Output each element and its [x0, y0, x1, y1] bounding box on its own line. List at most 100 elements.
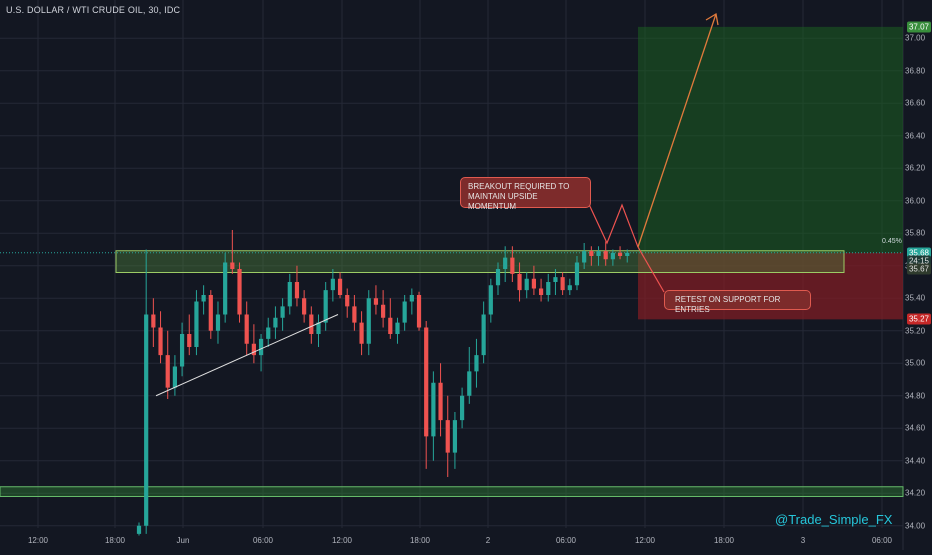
x-tick-label: 12:00	[634, 536, 656, 545]
x-tick-label: Jun	[176, 536, 190, 545]
candle-body	[495, 269, 501, 286]
x-tick-label: 12:00	[331, 536, 353, 545]
candle-body	[460, 395, 465, 421]
support-zone-lower	[0, 486, 904, 497]
price-tag-target: 37.07	[906, 21, 931, 33]
y-tick-label: 35.40	[905, 293, 926, 303]
candle-body	[438, 382, 443, 421]
y-tick-label: 35.80	[905, 228, 926, 238]
chart-title: U.S. DOLLAR / WTI CRUDE OIL, 30, IDC	[6, 5, 181, 15]
candle-body	[517, 273, 522, 291]
candle-body	[280, 306, 285, 318]
x-tick-label: 06:00	[871, 536, 893, 545]
watermark: @Trade_Simple_FX	[775, 512, 893, 527]
y-tick-label: 36.60	[905, 98, 926, 108]
x-tick-label: 3	[800, 536, 806, 545]
candle-body	[589, 251, 594, 256]
candle-body	[503, 257, 508, 269]
candle-body	[215, 314, 221, 331]
candle-body	[574, 262, 580, 286]
candle-body	[244, 314, 249, 344]
candle-body	[546, 282, 551, 295]
target-zone	[638, 26, 903, 253]
price-axis[interactable]: 37.0036.8036.6036.4036.2036.0035.8035.60…	[903, 0, 932, 550]
y-tick-label: 36.80	[905, 66, 926, 76]
zigzag-path	[586, 199, 639, 248]
x-tick-label: 18:00	[409, 536, 431, 545]
breakout-annotation-line-2: MAINTAIN UPSIDE MOMENTUM	[468, 192, 538, 211]
candle-body	[582, 251, 587, 263]
candle-body	[273, 317, 278, 328]
candle-body	[237, 269, 242, 315]
candle-body	[531, 278, 536, 289]
candle-body	[359, 322, 364, 344]
y-tick-label: 34.80	[905, 391, 926, 401]
y-tick-label: 37.00	[905, 33, 926, 43]
x-tick-label: 2	[485, 536, 491, 545]
projection-arrowhead	[705, 12, 719, 26]
candle-body	[617, 252, 623, 256]
x-tick-label: 18:00	[713, 536, 735, 545]
candle-body	[201, 295, 206, 302]
candle-body	[524, 278, 529, 291]
candle-body	[416, 295, 422, 328]
candle-body	[596, 251, 601, 256]
candle-body	[323, 290, 328, 323]
candle-body	[424, 327, 429, 437]
candle-body	[165, 355, 170, 388]
price-tag-level: 35.67	[906, 263, 931, 275]
x-tick-label: 12:00	[27, 536, 49, 545]
candle-body	[488, 285, 493, 315]
price-tag-last: 35.68	[906, 247, 931, 259]
candle-body	[467, 371, 472, 396]
candle-body	[187, 334, 192, 347]
candle-body	[330, 278, 335, 291]
candle-body	[151, 314, 156, 328]
candle-body	[625, 252, 630, 256]
candle-body	[179, 334, 185, 367]
candle-body	[230, 262, 235, 269]
candle-body	[294, 282, 300, 299]
candle-body	[510, 257, 515, 274]
candle-body	[345, 295, 350, 307]
y-tick-label: 35.20	[905, 326, 926, 336]
candle-body	[258, 338, 264, 356]
candle-body	[208, 295, 213, 331]
candle-body	[452, 420, 458, 453]
candle-body	[445, 420, 450, 453]
x-tick-label: 06:00	[555, 536, 577, 545]
candle-body	[431, 382, 436, 437]
price-tag-countdown: 24:15	[906, 255, 931, 267]
candle-body	[194, 301, 199, 347]
y-tick-label: 34.00	[905, 521, 926, 531]
retest-annotation[interactable]: RETEST ON SUPPORT FOR ENTRIES	[664, 290, 811, 314]
y-tick-label: 36.00	[905, 196, 926, 206]
breakout-annotation-line-1: BREAKOUT REQUIRED TO	[468, 182, 570, 191]
retest-annotation-text: RETEST ON SUPPORT FOR ENTRIES	[675, 295, 781, 314]
position-percent: 0.45%	[882, 238, 902, 245]
candle-body	[610, 252, 615, 260]
x-tick-label: 06:00	[252, 536, 274, 545]
candle-body	[366, 298, 371, 344]
support-zone-upper	[115, 250, 845, 273]
candle-body	[373, 298, 379, 305]
candle-body	[560, 277, 565, 291]
candle-body	[388, 317, 393, 334]
trendline	[155, 314, 339, 397]
candle-body	[553, 277, 558, 282]
y-tick-label: 34.40	[905, 456, 926, 466]
candle-body	[223, 262, 228, 315]
candle-body	[144, 314, 149, 526]
x-tick-label: 18:00	[104, 536, 126, 545]
candle-body	[287, 282, 292, 307]
candle-body	[481, 314, 486, 356]
candle-body	[395, 322, 400, 334]
y-tick-label: 34.60	[905, 423, 926, 433]
candle-body	[352, 306, 357, 323]
candle-body	[158, 327, 163, 356]
candle-body	[337, 278, 343, 295]
retest-pointer	[637, 246, 665, 293]
breakout-annotation[interactable]: BREAKOUT REQUIRED TO MAINTAIN UPSIDE MOM…	[460, 177, 591, 211]
